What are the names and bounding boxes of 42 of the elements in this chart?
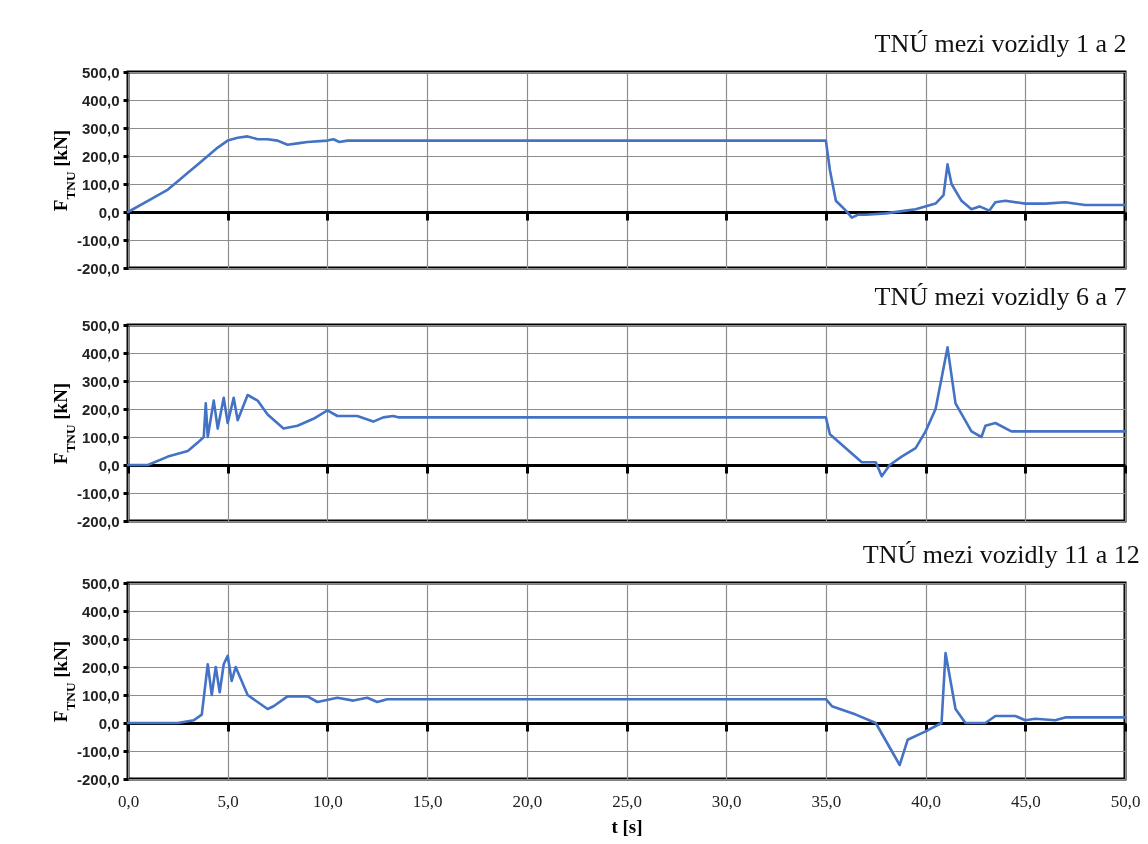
- x-tick-label: 25,0: [612, 791, 642, 811]
- y-tick-label: 300,0: [81, 372, 120, 390]
- y-tick-label: 200,0: [81, 147, 120, 165]
- y-tick-label: 200,0: [81, 400, 120, 418]
- y-tick-label: 400,0: [81, 344, 120, 362]
- y-tick-label: 100,0: [81, 428, 120, 446]
- y-tick-label: -200,0: [76, 259, 120, 277]
- x-tick-label: 0,0: [117, 791, 140, 811]
- y-tick-label: 100,0: [81, 175, 120, 193]
- chart-title: TNÚ mezi vozidly 6 a 7: [874, 282, 1127, 311]
- x-tick-label: 10,0: [313, 791, 343, 811]
- x-tick-label: 5,0: [217, 791, 239, 811]
- x-tick-label: 50,0: [1110, 791, 1141, 811]
- x-tick-label: 15,0: [412, 791, 443, 811]
- y-tick-label: -100,0: [76, 484, 120, 502]
- y-tick-label: 400,0: [81, 602, 120, 620]
- line-series: [126, 346, 1127, 478]
- x-axis-title: t [s]: [611, 815, 643, 837]
- chart-title: TNÚ mezi vozidly 1 a 2: [874, 29, 1127, 58]
- line-series: [126, 135, 1127, 219]
- y-tick-label: 300,0: [81, 119, 120, 137]
- y-tick-label: 500,0: [81, 574, 120, 592]
- y-tick-label: 300,0: [81, 630, 120, 648]
- y-tick-label: 400,0: [81, 91, 120, 109]
- y-tick-label: -100,0: [76, 231, 120, 249]
- y-tick-label: -200,0: [76, 770, 120, 788]
- x-tick-label: 20,0: [512, 791, 543, 811]
- line-series: [126, 651, 1127, 767]
- x-tick-label: 45,0: [1010, 791, 1041, 811]
- y-tick-label: 200,0: [81, 658, 120, 676]
- x-tick-label: 40,0: [911, 791, 941, 811]
- y-tick-label: 100,0: [81, 686, 120, 704]
- y-tick-label: 0,0: [98, 203, 120, 221]
- y-tick-label: 0,0: [98, 714, 120, 732]
- y-tick-label: -100,0: [76, 742, 120, 760]
- x-tick-label: 35,0: [811, 791, 842, 811]
- y-tick-label: 0,0: [98, 456, 120, 474]
- y-tick-label: 500,0: [81, 63, 120, 81]
- x-tick-label: 30,0: [711, 791, 742, 811]
- y-tick-label: 500,0: [81, 316, 120, 334]
- y-tick-label: -200,0: [76, 512, 120, 530]
- chart-title: TNÚ mezi vozidly 11 a 12: [862, 540, 1140, 569]
